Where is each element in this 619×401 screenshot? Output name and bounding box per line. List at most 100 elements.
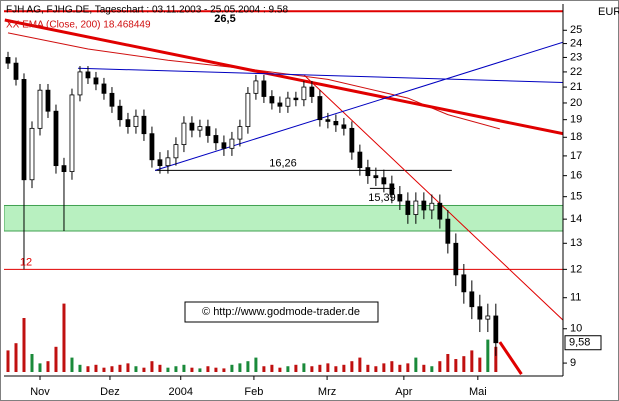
- volume-bar: [14, 343, 18, 372]
- trend-line: [303, 74, 563, 321]
- candle-body: [157, 159, 163, 167]
- candle-body: [293, 97, 299, 101]
- volume-bar: [462, 356, 466, 372]
- volume-bar: [430, 366, 434, 372]
- candle-body: [405, 200, 411, 215]
- candle-body: [397, 194, 403, 202]
- trend-line: [498, 341, 523, 375]
- volume-bar: [278, 367, 282, 372]
- volume-bar: [454, 359, 458, 372]
- volume-bar: [494, 346, 498, 372]
- volume-bar: [390, 361, 394, 372]
- line-label: 16,26: [269, 157, 297, 169]
- candle-body: [61, 165, 67, 173]
- candle-body: [189, 122, 195, 131]
- x-tick-label: Apr: [395, 386, 412, 398]
- volume-bar: [414, 357, 418, 372]
- volume-bar: [398, 364, 402, 372]
- y-tick-label: 23: [570, 51, 582, 63]
- volume-bar: [94, 364, 98, 372]
- y-tick-label: 15: [570, 191, 582, 203]
- volume-bar: [118, 364, 122, 372]
- candle-body: [5, 57, 11, 64]
- candle-body: [453, 242, 459, 276]
- watermark-box: [184, 301, 379, 323]
- candle-body: [341, 124, 347, 129]
- y-tick-label: 22: [570, 66, 582, 78]
- candle-body: [493, 315, 499, 344]
- volume-bar: [446, 354, 450, 372]
- volume-bar: [46, 361, 50, 372]
- y-tick-label: 13: [570, 237, 582, 249]
- candle-body: [365, 167, 371, 177]
- volume-bar: [486, 339, 490, 372]
- volume-bar: [166, 367, 170, 372]
- volume-bar: [374, 366, 378, 372]
- volume-bar: [438, 361, 442, 372]
- volume-bar: [270, 364, 274, 372]
- currency: EUR: [598, 6, 619, 18]
- volume-bar: [222, 368, 226, 372]
- candle-body: [205, 126, 211, 136]
- candle-body: [141, 115, 147, 135]
- y-tick-label: 21: [570, 81, 582, 93]
- volume-bar: [214, 367, 218, 372]
- candle-body: [29, 127, 35, 181]
- candle-body: [245, 92, 251, 128]
- candle-body: [173, 144, 179, 159]
- volume-bar: [70, 357, 74, 372]
- volume-bar: [318, 364, 322, 372]
- volume-bar: [174, 366, 178, 372]
- volume-bar: [262, 366, 266, 372]
- volume-bar: [110, 366, 114, 372]
- candle-body: [21, 79, 27, 181]
- volume-bar: [358, 357, 362, 372]
- candle-body: [101, 83, 107, 94]
- x-tick-label: 2004: [168, 386, 192, 398]
- volume-bar: [54, 346, 58, 372]
- volume-bar: [30, 354, 34, 372]
- line-label: 15,39: [368, 192, 396, 204]
- candle-body: [269, 96, 275, 104]
- volume-bar: [142, 367, 146, 372]
- candle-body: [437, 202, 443, 220]
- volume-bar: [190, 367, 194, 372]
- candle-body: [77, 71, 83, 96]
- candle-body: [165, 157, 171, 167]
- volume-bar: [422, 364, 426, 372]
- volume-bar: [62, 303, 66, 372]
- candle-body: [253, 80, 259, 94]
- price-box: [564, 335, 602, 351]
- candle-body: [477, 306, 483, 320]
- y-tick-label: 18: [570, 131, 582, 143]
- volume-bar: [366, 364, 370, 372]
- y-tick-label: 11: [570, 292, 581, 304]
- x-tick-label: Dez: [100, 386, 120, 398]
- candle-body: [277, 102, 283, 107]
- candle-body: [133, 115, 139, 128]
- candle-body: [413, 200, 419, 215]
- volume-bar: [38, 363, 42, 372]
- candle-body: [117, 105, 123, 121]
- volume-bar: [406, 363, 410, 372]
- x-tick-label: Nov: [30, 386, 50, 398]
- candle-body: [317, 96, 323, 121]
- volume-bar: [150, 361, 154, 372]
- candle-body: [349, 127, 355, 153]
- y-tick-label: 17: [570, 150, 582, 162]
- volume-bar: [470, 350, 474, 372]
- y-tick-label: 19: [570, 114, 582, 126]
- volume-bar: [126, 363, 130, 372]
- candle-body: [301, 86, 307, 101]
- x-tick-label: Feb: [244, 386, 263, 398]
- volume-bar: [198, 368, 202, 372]
- volume-bar: [86, 366, 90, 372]
- y-tick-label: 16: [570, 170, 582, 182]
- volume-bar: [182, 364, 186, 372]
- y-tick-label: 20: [570, 97, 582, 109]
- volume-bar: [246, 361, 250, 372]
- candle-body: [13, 62, 19, 80]
